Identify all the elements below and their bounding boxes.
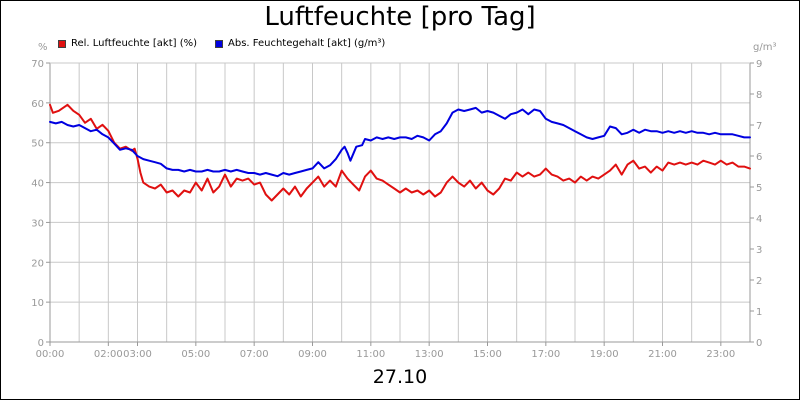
y-right-tick-label: 2 [756,276,762,287]
y-right-tick-label: 8 [756,90,762,101]
y-left-tick-label: 50 [31,139,44,150]
legend-label-rel-humidity: Rel. Luftfeuchte [akt] (%) [71,38,198,49]
legend-item-rel-humidity: Rel. Luftfeuchte [akt] (%) [58,38,197,49]
x-tick-label: 00:00 [36,349,65,360]
legend-swatch-rel-humidity [58,39,66,48]
y-left-tick-label: 40 [31,179,44,190]
y-right-tick-label: 7 [756,121,762,132]
y-right-tick-label: 0 [756,338,762,349]
x-tick-label: 05:00 [181,349,210,360]
x-tick-label: 11:00 [356,349,385,360]
date-label: 27.10 [372,366,428,388]
y-right-tick-label: 4 [756,214,762,225]
x-tick-label: 19:00 [590,349,619,360]
y-right-tick-label: 3 [756,245,762,256]
y-left-tick-label: 20 [31,258,44,269]
legend-swatch-abs-humidity [215,39,223,48]
x-tick-label: 15:00 [473,349,502,360]
x-tick-label: 03:00 [123,349,152,360]
series-line-rel-humidity [49,103,751,202]
y-right-tick-label: 6 [756,152,762,163]
legend-label-abs-humidity: Abs. Feuchtegehalt [akt] (g/m³) [228,38,386,49]
y-right-tick-label: 9 [756,59,762,70]
x-tick-label: 09:00 [298,349,327,360]
y-right-unit-label: g/m³ [753,42,777,53]
y-left-tick-label: 30 [31,218,44,229]
x-tick-label: 13:00 [415,349,444,360]
x-tick-label: 21:00 [648,349,677,360]
series-line-abs-humidity [49,106,751,178]
x-tick-label: 23:00 [706,349,735,360]
y-right-tick-label: 5 [756,183,762,194]
x-tick-label: 17:00 [531,349,560,360]
x-tick-label: 02:00 [94,349,123,360]
x-tick-label: 07:00 [240,349,269,360]
y-left-tick-label: 0 [38,338,44,349]
y-left-unit-label: % [38,42,48,53]
y-right-tick-label: 1 [756,307,762,318]
y-left-tick-label: 60 [31,99,44,110]
legend-item-abs-humidity: Abs. Feuchtegehalt [akt] (g/m³) [215,38,385,49]
y-left-tick-label: 10 [31,298,44,309]
y-left-tick-label: 70 [31,59,44,70]
chart-title: Luftfeuchte [pro Tag] [264,2,536,32]
